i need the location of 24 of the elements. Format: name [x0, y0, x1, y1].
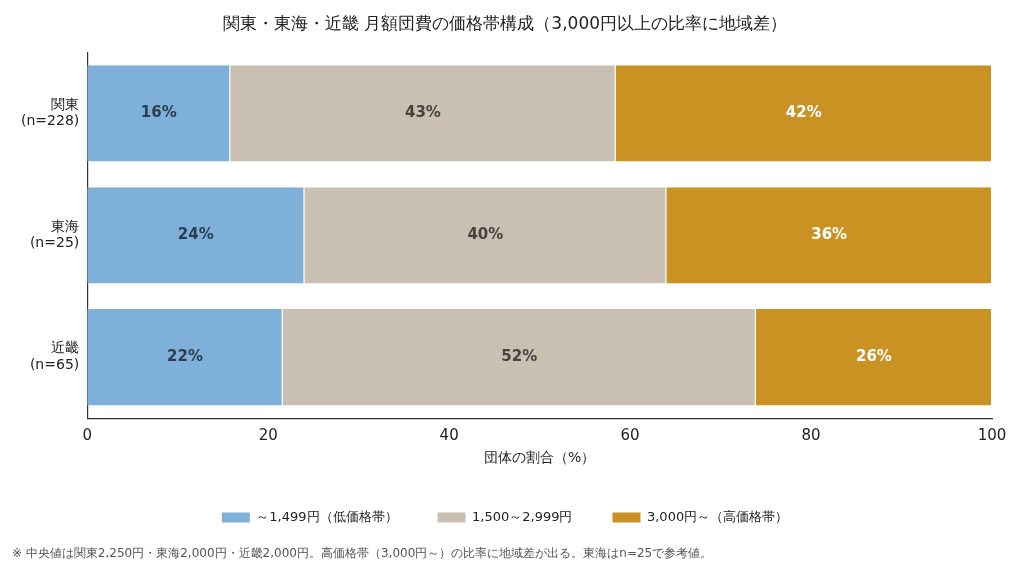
chart-title: 関東・東海・近畿 月額団費の価格帯構成（3,000円以上の比率に地域差）: [222, 12, 788, 33]
text: ※ 中央値は関東2,250円・東海2,000円・近畿2,000円。高価格帯（3,000円～）の比率に地域差が出る。東海はn=25で参考値。: [12, 546, 713, 561]
data-label: 26%: [855, 347, 892, 366]
y-tick-label: 関東 (n=228): [21, 95, 80, 129]
data-label: 36%: [811, 225, 848, 244]
data-label: 40%: [467, 225, 504, 244]
legend-label: 3,000円～（高価格帯）: [646, 508, 789, 524]
legend-label: 1,500～2,999円: [472, 508, 573, 524]
x-tick-label: 60: [620, 426, 640, 445]
x-tick-label: 80: [801, 426, 821, 445]
data-label: 24%: [177, 225, 214, 244]
x-axis-title: 団体の割合（%）: [483, 449, 596, 466]
x-tick-label: 20: [258, 426, 278, 445]
legend-label: ～1,499円（低価格帯）: [256, 508, 398, 524]
data-label: 42%: [785, 103, 822, 122]
data-label: 16%: [140, 103, 177, 122]
x-tick-label: 100: [977, 426, 1007, 445]
y-tick-label: 近畿 (n=65): [29, 339, 80, 373]
x-tick-label: 0: [82, 426, 93, 445]
data-label: 22%: [167, 347, 203, 366]
data-label: 52%: [501, 347, 538, 366]
y-tick-label: 東海 (n=25): [29, 217, 80, 251]
data-label: 43%: [404, 103, 441, 122]
x-tick-label: 40: [439, 426, 459, 445]
